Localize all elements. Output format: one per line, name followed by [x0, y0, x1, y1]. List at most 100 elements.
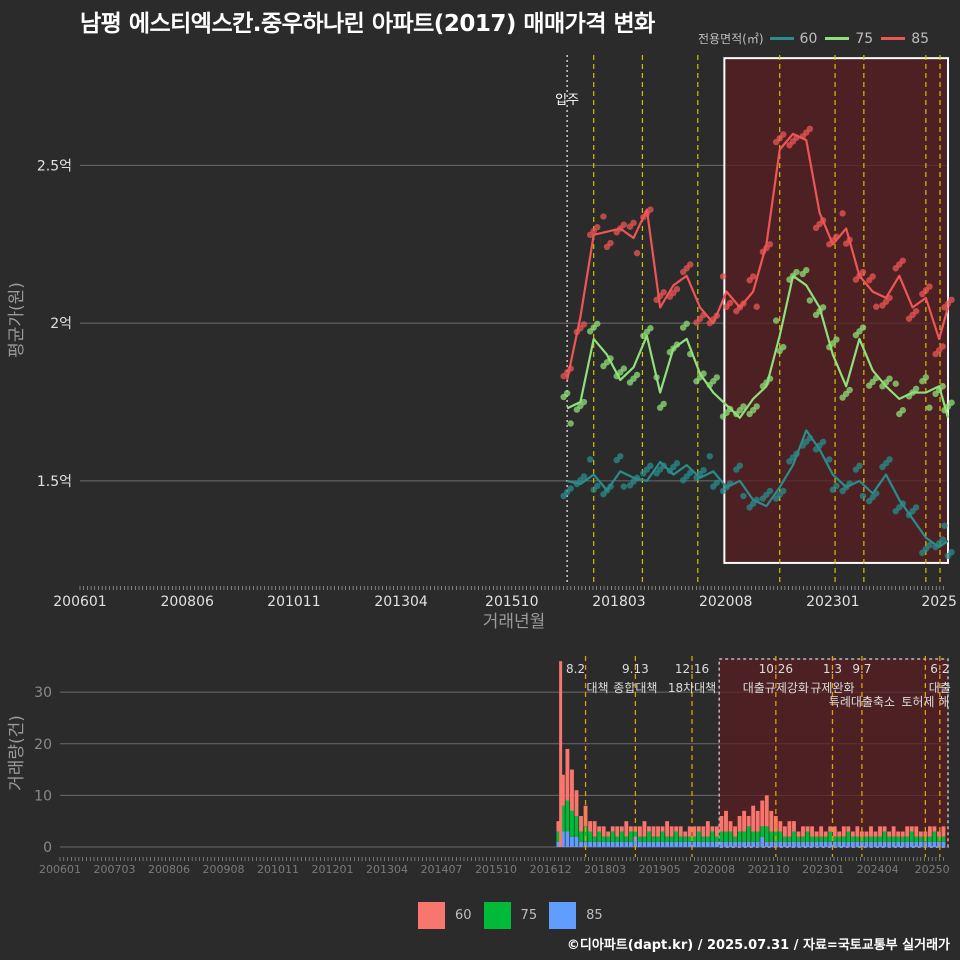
bar-85 [678, 841, 683, 847]
bar-60 [873, 831, 878, 837]
series-85-point [749, 273, 757, 280]
series-75-point [926, 404, 933, 411]
chart-title: 남평 에스티엑스칸.중우하나린 아파트(2017) 매매가격 변화 [80, 11, 655, 37]
series-75-point [713, 374, 721, 381]
bar-60 [669, 826, 674, 837]
bar-75 [715, 836, 719, 842]
legend-label-60: 60 [799, 30, 818, 47]
bar-85 [801, 841, 805, 847]
bar-85 [846, 841, 851, 847]
bar-60 [927, 826, 932, 837]
bar-60 [574, 790, 579, 817]
series-85-point [600, 213, 607, 220]
x-tick-label: 201011 [267, 594, 320, 610]
bar-60 [583, 805, 588, 827]
bar-x-tick-label: 20250 [915, 863, 950, 876]
bar-75 [565, 800, 570, 832]
bar-75 [606, 836, 611, 842]
bar-85 [647, 841, 651, 847]
bar-y-tick-label: 10 [34, 788, 52, 804]
series-60-point [620, 483, 628, 490]
bar-85 [579, 841, 583, 847]
bar-75 [728, 831, 733, 842]
series-60-point [617, 453, 624, 460]
bar-60 [878, 826, 882, 837]
bar-85 [832, 841, 837, 847]
bar-x-tick-label: 201612 [530, 863, 572, 876]
bar-75 [746, 826, 751, 842]
bar-75 [647, 831, 651, 842]
series-85-point [859, 268, 867, 276]
bar-75 [823, 836, 828, 842]
bar-85 [674, 841, 679, 847]
legend-title: 전용면적(㎡) [698, 32, 764, 46]
bar-75 [850, 836, 855, 842]
bar-85 [841, 841, 846, 847]
policy-event-label: 토허제 해 [901, 695, 949, 709]
x-tick-label: 200806 [160, 594, 214, 610]
legend-swatch-75 [825, 37, 850, 40]
bar-85 [651, 841, 656, 847]
bar-85 [601, 841, 606, 847]
bar-peak [559, 661, 563, 847]
bar-75 [909, 831, 914, 842]
bar-legend-label-85: 85 [586, 908, 603, 923]
bar-60 [696, 826, 701, 832]
series-75-point [620, 365, 628, 372]
move-in-label: 입주 [555, 93, 579, 108]
bar-75 [855, 836, 860, 842]
bar-legend-label-60: 60 [455, 908, 472, 923]
bar-60 [733, 826, 737, 837]
bar-75 [782, 836, 787, 842]
series-85-point [926, 283, 933, 290]
x-tick-label: 201510 [485, 594, 538, 610]
legend-swatch-60 [769, 37, 794, 40]
series-85-point [594, 224, 601, 231]
bar-x-tick-label: 201803 [584, 863, 626, 876]
bar-75 [932, 831, 937, 842]
bar-75 [560, 805, 565, 832]
series-85-point [633, 249, 641, 257]
bar-85 [696, 841, 701, 847]
bar-75 [819, 836, 824, 842]
bar-75 [742, 831, 747, 842]
bar-60 [692, 826, 697, 837]
bar-60 [887, 831, 892, 837]
bar-85 [588, 841, 593, 847]
bar-60 [792, 821, 796, 832]
bar-75 [687, 836, 692, 842]
bar-85 [869, 841, 873, 847]
policy-event-label: 규제완화 [810, 681, 854, 695]
policy-date-label: 8.2 [566, 662, 585, 676]
policy-date-label: 9.7 [852, 662, 871, 676]
bar-75 [873, 836, 878, 842]
bar-85 [887, 841, 892, 847]
bar-75 [878, 836, 882, 842]
series-60-point [941, 522, 948, 529]
bar-85 [570, 836, 574, 847]
series-60-point [912, 504, 920, 511]
bar-85 [687, 841, 692, 847]
series-60-point [706, 453, 713, 460]
bar-60 [742, 810, 747, 832]
bar-60 [932, 826, 937, 832]
series-60-point [833, 482, 840, 490]
bar-60 [896, 831, 901, 837]
series-75-point [899, 407, 907, 414]
bar-85 [814, 841, 819, 847]
series-85-line [566, 132, 950, 381]
bar-60 [923, 831, 928, 837]
series-75-point [793, 268, 800, 276]
bar-75 [633, 831, 638, 837]
bar-60 [560, 774, 565, 806]
bar-85 [859, 841, 864, 847]
series-60-point [948, 548, 955, 556]
series-85-point [660, 289, 667, 296]
series-85-point [839, 210, 846, 217]
bar-85 [637, 841, 642, 847]
bar-60 [909, 826, 914, 832]
bar-75 [692, 836, 697, 842]
line-legend: 전용면적(㎡) 60 75 85 [698, 30, 937, 47]
bar-85 [719, 841, 724, 847]
series-85-point [873, 303, 880, 310]
